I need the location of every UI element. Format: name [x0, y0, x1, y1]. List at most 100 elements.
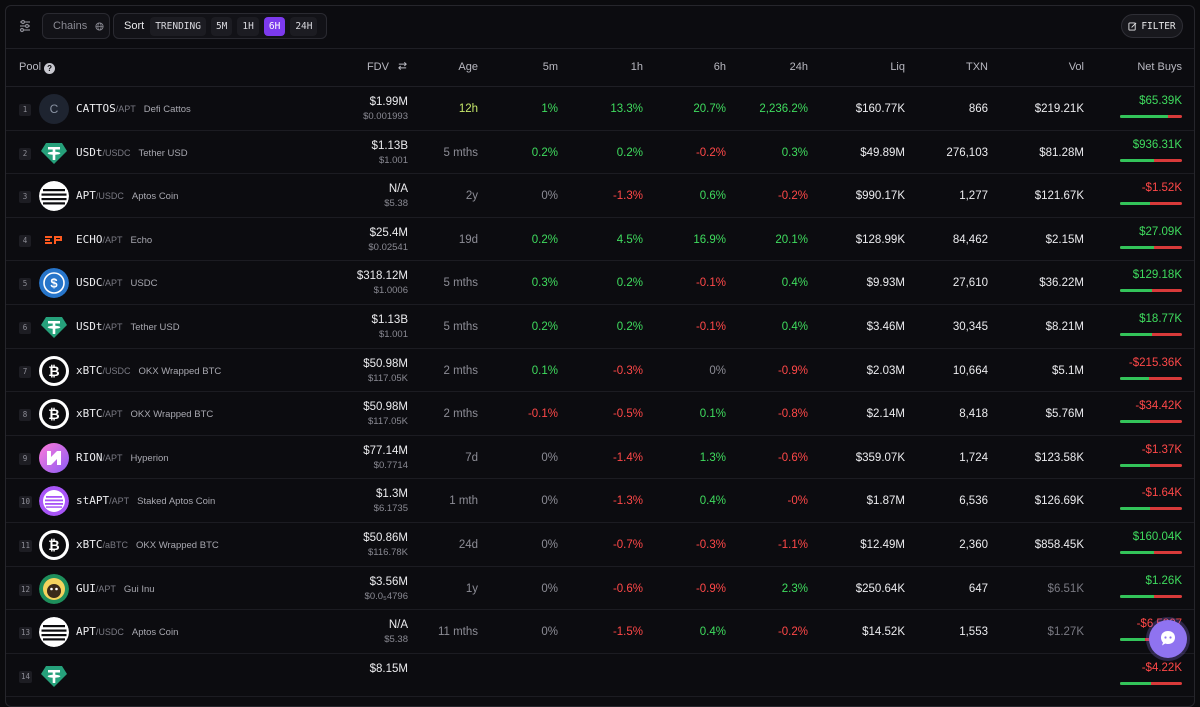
pair-cell[interactable]: xBTC/aBTC OKX Wrapped BTC [76, 538, 219, 551]
price-value: $117.05K [368, 372, 408, 384]
change-5m: 0.2% [531, 233, 558, 246]
pair-cell[interactable]: GUI/APT Gui Inu [76, 582, 155, 595]
pair-cell[interactable]: APT/USDC Aptos Coin [76, 189, 178, 202]
chains-button[interactable]: Chains [42, 13, 110, 39]
sort-group: Sort TRENDING 5M 1H 6H 24H [113, 13, 327, 39]
change-1h: 0.2% [616, 277, 643, 290]
pair-cell[interactable]: USDt/USDC Tether USD [76, 146, 188, 159]
rank-badge: 8 [19, 409, 31, 422]
col-24h[interactable]: 24h [789, 61, 808, 73]
net-buys-value: -$4.22K [1141, 661, 1182, 674]
sort-5m-button[interactable]: 5M [210, 16, 233, 36]
tether-logo [39, 661, 69, 691]
txn-value: 30,345 [952, 321, 988, 333]
pair-cell[interactable]: RION/APT Hyperion [76, 451, 169, 464]
assistant-button[interactable] [1149, 620, 1187, 658]
col-1h[interactable]: 1h [630, 61, 643, 73]
pair-cell[interactable]: CATTOS/APT Defi Cattos [76, 102, 191, 115]
age-value: 11 mths [437, 626, 478, 639]
txn-value: 2,360 [959, 539, 988, 551]
net-buys-bar [1120, 202, 1182, 206]
change-6h: -0.1% [695, 277, 726, 290]
net-buys-value: $160.04K [1132, 531, 1182, 543]
age-value: 12h [458, 103, 478, 115]
table-row[interactable]: 12 GUI/APT Gui Inu $3.56M $0.0₅4796 1y 0%… [6, 567, 1194, 611]
token-name: OKX Wrapped BTC [138, 365, 222, 377]
pair-symbol: ECHO [76, 232, 103, 246]
pair-cell[interactable]: USDt/APT Tether USD [76, 320, 180, 333]
sliders-icon[interactable] [17, 18, 33, 34]
price-value: $116.78K [368, 547, 408, 558]
table-row[interactable]: 8 ₿ xBTC/APT OKX Wrapped BTC $50.98M $117… [6, 392, 1194, 436]
sort-trending-button[interactable]: TRENDING [150, 16, 206, 36]
change-24h: 2.3% [781, 582, 808, 595]
col-pool[interactable]: Pool? [19, 61, 56, 74]
col-liq[interactable]: Liq [890, 61, 905, 73]
change-24h: -0.2% [777, 626, 808, 639]
help-icon[interactable]: ? [44, 63, 56, 74]
table-row[interactable]: 6 USDt/APT Tether USD $1.13B $1.001 5 mth… [6, 305, 1194, 349]
globe-icon [95, 21, 104, 31]
age-value: 2y [465, 190, 478, 203]
txn-value: 84,462 [952, 233, 988, 246]
table-row[interactable]: 4 ECHO/APT Echo $25.4M $0.02541 19d 0.2% … [6, 218, 1194, 262]
pair-cell[interactable]: USDC/APT USDC [76, 276, 157, 289]
change-1h: -0.7% [612, 539, 643, 551]
sort-1h-button[interactable]: 1H [237, 16, 259, 36]
sort-24h-button[interactable]: 24H [290, 16, 318, 36]
pair-symbol: xBTC [76, 407, 103, 421]
net-buys-value: $18.77K [1139, 313, 1182, 325]
age-value: 5 mths [443, 146, 478, 159]
table-row[interactable]: 14 $8.15M -$4.22K [6, 654, 1194, 698]
col-fdv[interactable]: FDV [367, 61, 408, 73]
letter-c-logo: C [39, 94, 69, 124]
col-net-buys[interactable]: Net Buys [1137, 61, 1182, 73]
svg-text:$: $ [50, 276, 58, 291]
table-row[interactable]: 1 C CATTOS/APT Defi Cattos $1.99M $0.0019… [6, 87, 1194, 131]
change-24h: 0.4% [781, 321, 808, 333]
col-vol[interactable]: Vol [1068, 61, 1084, 73]
change-1h: 13.3% [610, 103, 643, 115]
change-24h: 2,236.2% [759, 103, 808, 115]
net-buys-bar [1120, 245, 1182, 249]
col-txn[interactable]: TXN [966, 61, 988, 73]
pair-cell[interactable]: APT/USDC Aptos Coin [76, 625, 178, 638]
net-buys-bar-fill [1120, 376, 1149, 380]
change-24h: -0.6% [777, 451, 808, 464]
table-row[interactable]: 7 ₿ xBTC/USDC OKX Wrapped BTC $50.98M $11… [6, 349, 1194, 393]
filter-button[interactable]: FILTER [1121, 14, 1183, 38]
change-5m: 0% [541, 495, 558, 508]
table-row[interactable]: 2 USDt/USDC Tether USD $1.13B $1.001 5 mt… [6, 131, 1194, 175]
table-row[interactable]: 9 RION/APT Hyperion $77.14M $0.7714 7d 0%… [6, 436, 1194, 480]
col-5m[interactable]: 5m [542, 61, 558, 73]
aptos-logo [39, 617, 69, 648]
table-row[interactable]: 10 stAPT/APT Staked Aptos Coin $1.3M $6.1… [6, 479, 1194, 523]
liquidity-value: $990.17K [855, 190, 905, 203]
swap-icon[interactable] [397, 61, 408, 71]
liquidity-value: $12.49M [860, 539, 905, 551]
col-6h[interactable]: 6h [713, 61, 726, 73]
change-24h: -0.2% [777, 190, 808, 203]
price-value: $0.7714 [373, 459, 408, 471]
pair-cell[interactable]: ECHO/APT Echo [76, 233, 152, 246]
change-5m: 0% [541, 539, 558, 551]
net-buys-bar [1120, 158, 1182, 162]
token-name: Staked Aptos Coin [137, 496, 216, 508]
change-6h: -0.1% [695, 321, 726, 333]
sort-6h-button[interactable]: 6H [263, 16, 286, 36]
price-value: $6.1735 [373, 503, 408, 515]
pair-cell[interactable]: stAPT/APT Staked Aptos Coin [76, 494, 215, 507]
table-row[interactable]: 11 ₿ xBTC/aBTC OKX Wrapped BTC $50.86M $1… [6, 523, 1194, 567]
toolbar: Chains Sort TRENDING 5M 1H 6H 24H FILTER [6, 6, 1194, 49]
pair-cell[interactable]: xBTC/USDC OKX Wrapped BTC [76, 364, 221, 377]
pair-cell[interactable]: xBTC/APT OKX Wrapped BTC [76, 407, 213, 420]
pair-cell[interactable] [76, 669, 84, 682]
pair-symbol: GUI [76, 581, 96, 595]
volume-value: $858.45K [1034, 539, 1084, 551]
net-buys-bar-fill [1120, 115, 1169, 118]
col-age[interactable]: Age [458, 61, 478, 73]
table-row[interactable]: 3 APT/USDC Aptos Coin N/A $5.38 2y 0% -1.… [6, 174, 1194, 218]
token-name: Aptos Coin [131, 191, 179, 203]
table-row[interactable]: 13 APT/USDC Aptos Coin N/A $5.38 11 mths … [6, 610, 1194, 654]
table-row[interactable]: 5 $ USDC/APT USDC $318.12M $1.0006 5 mths… [6, 261, 1194, 305]
